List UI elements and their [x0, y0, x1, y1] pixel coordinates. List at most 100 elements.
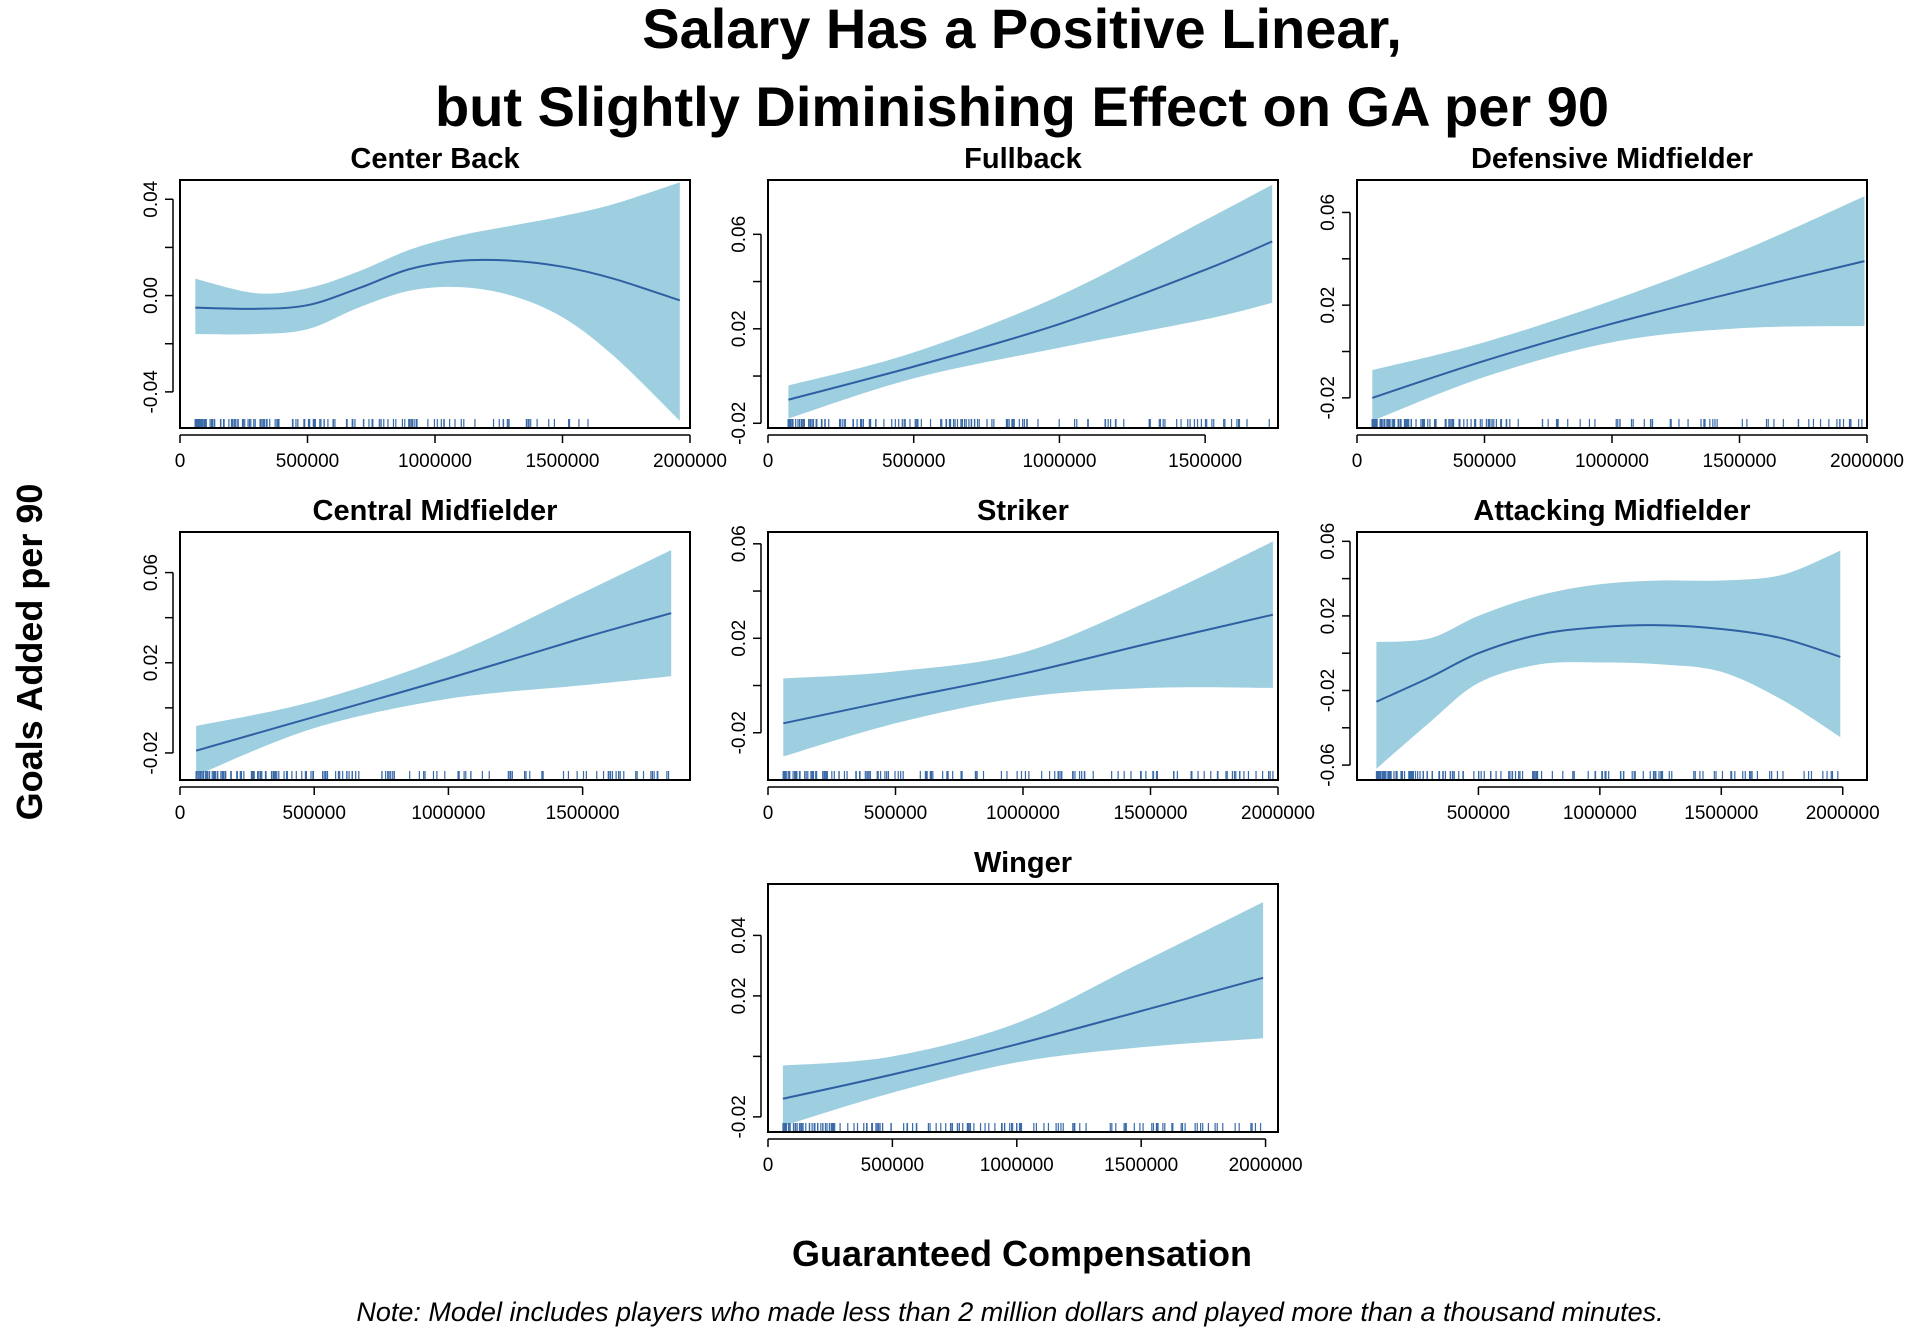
y-tick-label: 0.04 [729, 916, 750, 953]
y-tick-label: 0.06 [729, 216, 750, 253]
panel-title: Attacking Midfielder [1473, 495, 1750, 527]
panel-5: Attacking Midfielder 500000 1000000 1500000… [1318, 495, 1880, 824]
panel-title: Striker [977, 495, 1069, 527]
y-tick-label: 0.02 [1318, 597, 1339, 634]
x-tick-label: 500000 [864, 803, 927, 824]
x-tick-label: 2000000 [1241, 803, 1315, 824]
panel-4: Striker 0 500000 1000000 1500000 2000000 -0.02… [729, 495, 1315, 824]
confidence-band [1372, 196, 1865, 421]
fit-line [195, 258, 681, 310]
x-tick-label: 2000000 [1806, 803, 1880, 824]
confidence-band [1376, 550, 1841, 769]
panel-3: Central Midfielder 0 500000 1000000 1500000 -… [141, 495, 691, 824]
panel-title: Winger [974, 847, 1072, 879]
x-tick-label: 2000000 [653, 451, 727, 472]
x-tick-label: 1500000 [526, 451, 600, 472]
plot-frame [179, 531, 691, 781]
x-tick-label: 500000 [283, 803, 346, 824]
x-tick-label: 1000000 [1563, 803, 1637, 824]
x-tick-label: 500000 [276, 451, 339, 472]
rug [782, 771, 1274, 779]
rug [1371, 419, 1863, 427]
x-axis-title: Guaranteed Compensation [792, 1233, 1252, 1274]
y-tick-label: -0.02 [141, 731, 162, 774]
confidence-band [788, 184, 1273, 419]
rug [195, 771, 670, 779]
x-tick-label: 1500000 [1104, 1155, 1178, 1176]
plot-frame [1356, 179, 1868, 429]
rug [1375, 771, 1839, 779]
confidence-band [782, 902, 1264, 1126]
fit-line [782, 976, 1264, 1100]
y-tick-label: 0.02 [1318, 287, 1339, 324]
x-tick-label: 0 [763, 451, 774, 472]
panel-title: Central Midfielder [313, 495, 558, 527]
y-tick-label: -0.02 [729, 1095, 750, 1138]
y-tick-label: -0.06 [1318, 743, 1339, 786]
plot-frame [179, 179, 691, 429]
x-tick-label: 1500000 [1114, 803, 1188, 824]
x-tick-label: 500000 [1453, 451, 1516, 472]
footnote: Note: Model includes players who made le… [356, 1297, 1663, 1327]
main-title-line2: but Slightly Diminishing Effect on GA pe… [435, 75, 1609, 138]
y-tick-label: -0.02 [1318, 669, 1339, 712]
panel-6: Winger 0 500000 1000000 1500000 2000000 -0.02 0… [729, 847, 1303, 1176]
y-tick-label: -0.04 [141, 370, 162, 414]
x-tick-label: 1000000 [986, 803, 1060, 824]
panel-2: Defensive Midfielder 0 500000 1000000 150000… [1318, 143, 1904, 472]
rug [782, 1123, 1262, 1131]
fit-line [788, 240, 1273, 401]
x-tick-label: 0 [175, 803, 186, 824]
x-tick-label: 0 [1352, 451, 1363, 472]
plot-frame [767, 179, 1279, 429]
y-tick-label: 0.02 [141, 644, 162, 681]
x-tick-label: 1000000 [1022, 451, 1096, 472]
fit-line [783, 613, 1274, 725]
confidence-band [196, 550, 672, 776]
y-tick-label: 0.02 [729, 310, 750, 347]
y-tick-label: 0.04 [141, 180, 162, 217]
confidence-band [783, 541, 1273, 757]
y-tick-label: -0.02 [729, 402, 750, 445]
x-tick-label: 1000000 [411, 803, 485, 824]
x-tick-label: 0 [175, 451, 186, 472]
x-tick-label: 0 [763, 803, 774, 824]
y-tick-label: 0.00 [141, 277, 162, 314]
y-axis-title: Goals Added per 90 [9, 484, 50, 821]
main-title-line1: Salary Has a Positive Linear, [642, 0, 1402, 60]
panel-0: Center Back 0 500000 1000000 1500000 2000000 -… [141, 143, 727, 472]
y-tick-label: -0.02 [729, 711, 750, 754]
y-tick-label: 0.06 [729, 525, 750, 562]
y-tick-label: -0.02 [1318, 376, 1339, 419]
plot-frame [767, 883, 1279, 1133]
x-tick-label: 1500000 [1703, 451, 1777, 472]
y-tick-label: 0.06 [1318, 194, 1339, 231]
fit-line [1371, 260, 1865, 399]
rug [787, 419, 1270, 427]
panel-title: Fullback [964, 143, 1083, 175]
x-tick-label: 500000 [861, 1155, 924, 1176]
x-tick-label: 1500000 [1684, 803, 1758, 824]
fit-line [195, 612, 672, 752]
y-tick-label: 0.02 [729, 620, 750, 657]
x-tick-label: 2000000 [1830, 451, 1904, 472]
rug [194, 419, 589, 427]
x-tick-label: 500000 [1447, 803, 1510, 824]
x-tick-label: 1000000 [1575, 451, 1649, 472]
x-tick-label: 1000000 [980, 1155, 1054, 1176]
plot-frame [1356, 531, 1868, 781]
panel-title: Center Back [350, 143, 520, 175]
plot-frame [767, 531, 1279, 781]
fit-line [1375, 624, 1841, 703]
x-tick-label: 1000000 [398, 451, 472, 472]
y-tick-label: 0.02 [729, 977, 750, 1014]
y-tick-label: 0.06 [1318, 523, 1339, 560]
y-tick-label: 0.06 [141, 554, 162, 591]
panel-title: Defensive Midfielder [1471, 143, 1753, 175]
panel-1: Fullback 0 500000 1000000 1500000 -0.02 0.02 0.… [729, 143, 1279, 472]
confidence-band [195, 182, 680, 421]
x-tick-label: 500000 [882, 451, 945, 472]
x-tick-label: 1500000 [546, 803, 620, 824]
